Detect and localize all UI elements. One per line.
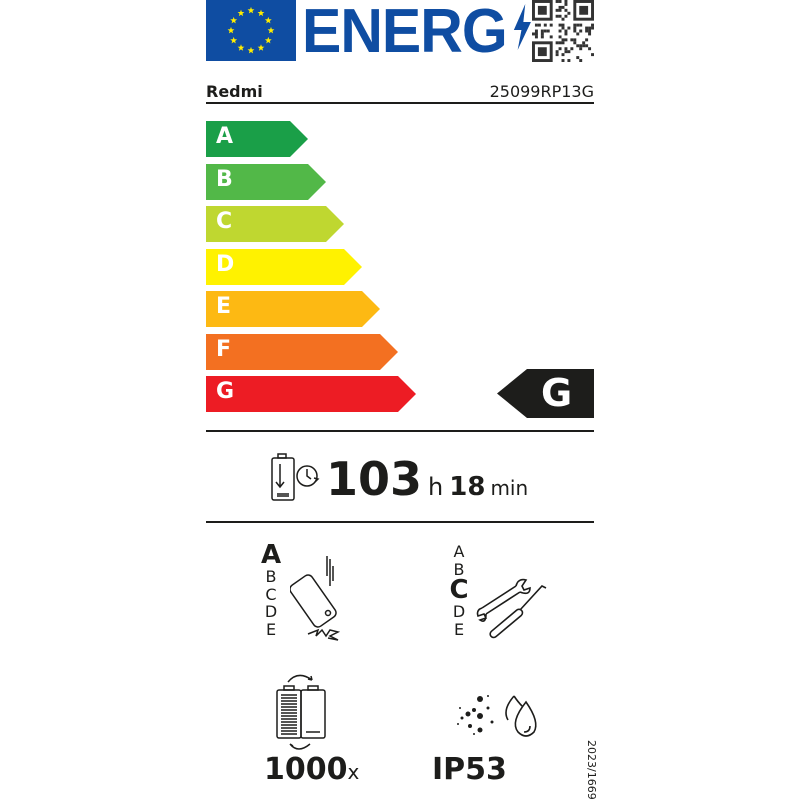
energy-class-label: F	[216, 336, 232, 362]
rated-class-indicator: G	[497, 369, 594, 418]
scale-letter-a: A	[453, 542, 465, 561]
star-icon	[230, 16, 238, 24]
star-icon	[237, 9, 245, 17]
energy-class-bar-d: D	[206, 248, 362, 285]
battery-cycles: 1000x	[264, 752, 359, 787]
battery-endurance-icon	[271, 453, 320, 501]
energy-logo: ENERG	[302, 0, 535, 67]
divider	[206, 102, 594, 104]
dust-water-icon	[457, 695, 537, 737]
energy-class-bar-a: A	[206, 121, 308, 157]
hours-unit: h	[428, 473, 444, 501]
energy-class-bar-g: G	[206, 376, 416, 412]
energy-class-label: A	[216, 124, 234, 149]
eu-flag-icon	[206, 0, 296, 61]
energy-class-label: G	[216, 379, 235, 404]
scale-letter-c: C	[265, 584, 277, 604]
divider	[206, 430, 594, 432]
star-icon	[237, 44, 245, 51]
minutes-unit: min	[490, 476, 529, 500]
energy-class-label: E	[216, 294, 232, 319]
scale-letter-d: D	[452, 602, 466, 621]
brand-name: Redmi	[206, 82, 263, 101]
battery-cycles-unit: x	[347, 760, 360, 784]
scale-letter-d: D	[264, 602, 278, 621]
scale-letter-b: B	[265, 567, 277, 586]
battery-cycles-value: 1000	[264, 752, 348, 787]
scale-letter-e: E	[453, 619, 465, 639]
star-icon	[230, 36, 238, 44]
hours-value: 103	[326, 452, 423, 506]
divider	[206, 521, 594, 523]
energy-class-bar-f: F	[206, 333, 398, 370]
battery-endurance: 103 h 18 min	[326, 452, 528, 506]
phone-drop-icon	[290, 556, 341, 641]
energy-class-label: B	[216, 166, 233, 192]
energy-class-label: C	[216, 209, 233, 234]
star-icon	[257, 9, 265, 17]
minutes-value: 18	[449, 472, 486, 502]
repair-tools-icon	[476, 578, 547, 639]
star-icon	[267, 26, 275, 34]
energy-class-label: D	[216, 251, 235, 277]
ip-rating: IP53	[432, 752, 507, 787]
qr-code-icon[interactable]	[532, 0, 594, 62]
energy-class-bar-b: B	[206, 163, 326, 200]
energy-class-bar-e: E	[206, 291, 380, 327]
energy-class-bar-c: C	[206, 206, 344, 242]
star-icon	[227, 26, 235, 34]
lightning-icon	[514, 4, 532, 50]
scale-letter-e: E	[265, 619, 277, 639]
regulation-number: 2023/1669	[585, 740, 598, 800]
scale-letter-b: B	[453, 559, 465, 579]
star-icon	[247, 6, 255, 14]
scale-letter-a: A	[260, 540, 282, 570]
star-icon	[247, 46, 255, 54]
rated-class-label: G	[541, 371, 573, 415]
battery-cycles-icon	[276, 674, 326, 750]
scale-letter-c: C	[449, 575, 469, 605]
model-number: 25099RP13G	[489, 82, 594, 101]
star-icon	[257, 44, 265, 51]
energy-logo-text: ENERG	[302, 0, 508, 66]
star-icon	[264, 16, 272, 24]
star-icon	[264, 36, 272, 44]
